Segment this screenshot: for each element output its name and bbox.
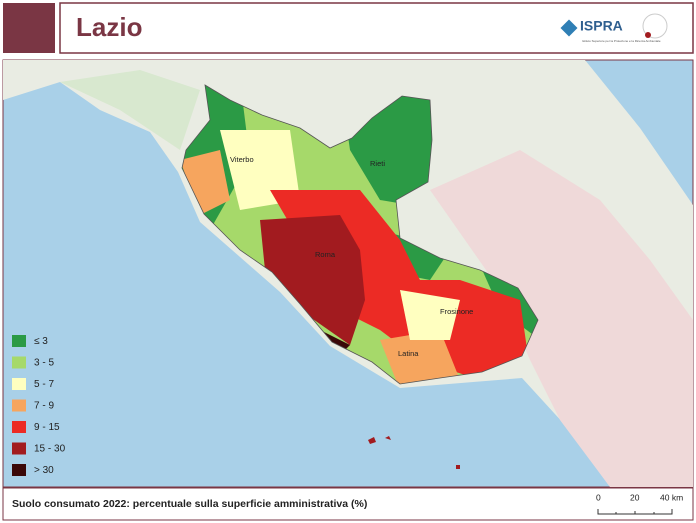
logo-subtitle: Istituto Superiore per la Protezione e l…	[582, 39, 661, 43]
caption: Suolo consumato 2022: percentuale sulla …	[12, 498, 367, 510]
scale-label: 0	[596, 492, 601, 502]
logo-dot	[645, 32, 651, 38]
zone	[182, 150, 230, 215]
legend-swatch	[12, 335, 26, 347]
place-label: Rieti	[370, 159, 385, 168]
legend-label: > 30	[34, 465, 54, 476]
legend-label: 15 - 30	[34, 444, 66, 455]
place-labels: Viterbo Rieti Roma Frosinone Latina	[230, 155, 473, 358]
legend-label: 5 - 7	[34, 379, 54, 390]
land-north	[60, 70, 200, 150]
legend-label: 9 - 15	[34, 422, 60, 433]
place-label: Viterbo	[230, 155, 254, 164]
logo-graphic	[642, 13, 668, 39]
place-label: Frosinone	[440, 307, 473, 316]
header-block	[3, 3, 55, 53]
lazio-border	[181, 84, 539, 385]
scale-label: 40 km	[660, 492, 683, 502]
footer	[2, 487, 694, 521]
map: Viterbo Rieti Roma Frosinone Latina ≤ 3 3 - 5…	[2, 59, 694, 488]
legend-swatch	[12, 356, 26, 369]
place-label: Latina	[398, 349, 419, 358]
legend-swatch	[12, 399, 26, 412]
logo-text: ISPRA	[580, 18, 623, 34]
legend-swatch	[12, 464, 26, 476]
legend-swatch	[12, 442, 26, 455]
zone	[400, 290, 460, 340]
legend-label: ≤ 3	[34, 336, 48, 347]
scale-label: 20	[630, 492, 640, 502]
scale-bar	[597, 509, 673, 515]
place-label: Roma	[315, 250, 336, 259]
legend-swatch	[12, 378, 26, 390]
scale-labels: 0 20 40 km	[596, 492, 683, 502]
header-box	[59, 2, 694, 54]
legend: ≤ 3 3 - 5 5 - 7 7 - 9 9 - 15 15 - 30 > 30	[12, 335, 66, 476]
logo-mark	[560, 19, 578, 37]
legend-swatch	[12, 421, 26, 433]
legend-label: 3 - 5	[34, 358, 54, 369]
land-south	[430, 150, 693, 487]
zone	[380, 330, 460, 384]
zone	[260, 215, 365, 345]
logo: ISPRA Istituto Superiore per la Protezio…	[560, 13, 668, 43]
legend-label: 7 - 9	[34, 401, 54, 412]
title: Lazio	[76, 12, 142, 42]
